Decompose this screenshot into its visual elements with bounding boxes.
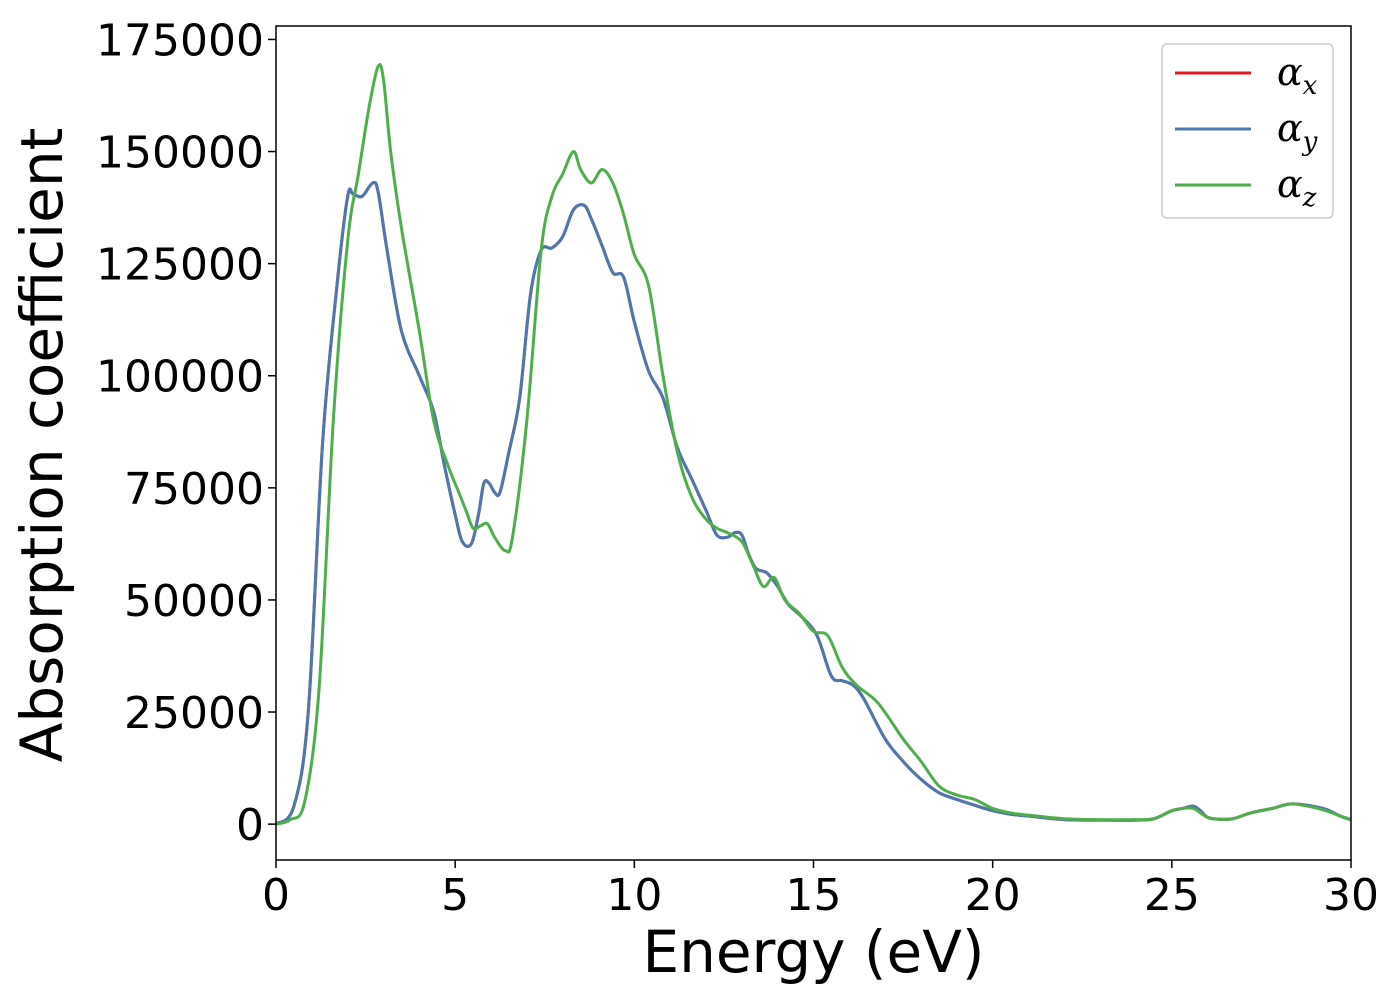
- x-tick-label: 25: [1144, 870, 1200, 921]
- y-axis-ticks: 0 25000 50000 75000 100000 125000 150000 175000: [96, 15, 276, 851]
- legend-label-alpha-z: αz: [1277, 162, 1317, 213]
- x-tick-label: 0: [262, 870, 290, 921]
- y-tick-label: 75000: [124, 464, 264, 515]
- x-axis-ticks: 0 5 10 15 20 25 30: [262, 860, 1379, 921]
- y-tick-label: 50000: [124, 576, 264, 627]
- x-tick-label: 20: [965, 870, 1021, 921]
- x-tick-label: 10: [606, 870, 662, 921]
- y-tick-label: 0: [236, 800, 264, 851]
- y-tick-label: 25000: [124, 688, 264, 739]
- y-tick-label: 175000: [96, 15, 264, 66]
- series-line-alpha-z: [276, 63, 1351, 826]
- legend-label-alpha-x: αx: [1277, 50, 1318, 101]
- legend-box: [1161, 43, 1334, 219]
- x-tick-label: 5: [441, 870, 469, 921]
- legend-label-alpha-y: αy: [1277, 106, 1318, 157]
- y-tick-label: 100000: [96, 352, 264, 403]
- x-tick-label: 30: [1323, 870, 1379, 921]
- y-axis-title: Absorption coefficient: [8, 128, 76, 763]
- y-tick-label: 125000: [96, 240, 264, 291]
- series-layer: [276, 63, 1351, 826]
- y-tick-label: 150000: [96, 128, 264, 179]
- x-axis-title: Energy (eV): [642, 918, 984, 986]
- x-tick-label: 15: [786, 870, 842, 921]
